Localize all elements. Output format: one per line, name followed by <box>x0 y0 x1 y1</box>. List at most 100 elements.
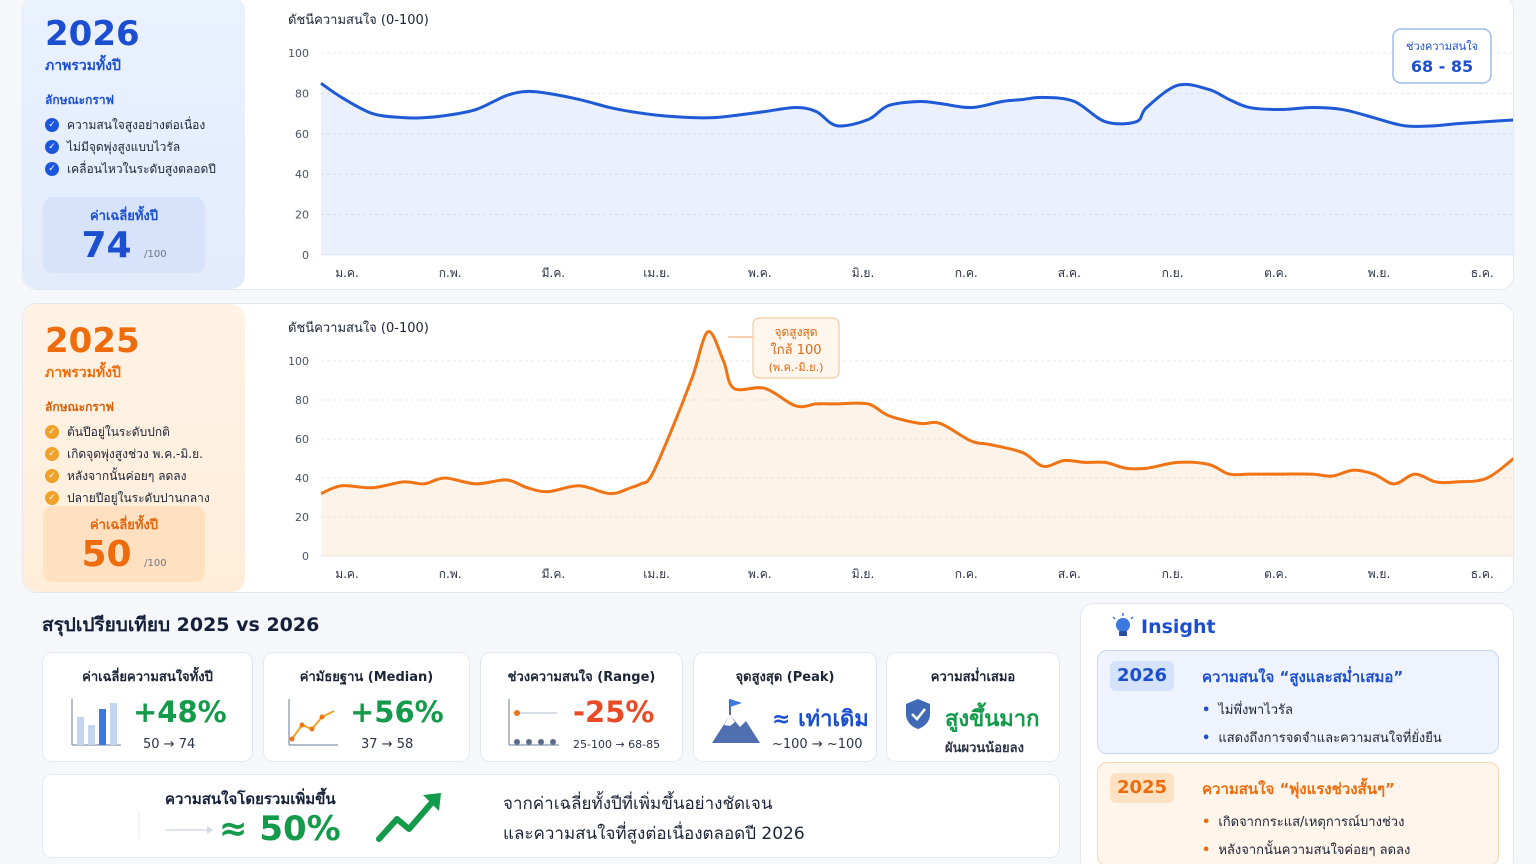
card-consistency-value: สูงขึ้นมาก <box>945 707 1040 732</box>
lightbulb-icon <box>1112 613 1134 636</box>
card-average-sub: 50 → 74 <box>143 737 196 752</box>
characteristic-item: ✓ เกิดจุดพุ่งสูงช่วง พ.ค.-มิ.ย. <box>45 443 245 465</box>
x-tick-label: ต.ค. <box>1264 567 1287 581</box>
x-tick-label: ม.ค. <box>335 567 359 581</box>
x-tick-label: ธ.ค. <box>1471 266 1494 280</box>
insight-card-2026: 2026 ความสนใจ “สูงและสม่ำเสมอ” • ไม่พึ่งพ… <box>1097 650 1499 754</box>
card-title: จุดสูงสุด (Peak) <box>735 670 835 685</box>
average-box-2026: ค่าเฉลี่ยทั้งปี 74 /100 <box>43 197 205 273</box>
insight-bullet: • แสดงถึงการจดจำและความสนใจที่ยั่งยืน <box>1202 731 1442 746</box>
insight-headline: ความสนใจ “สูงและสม่ำเสมอ” <box>1202 668 1404 686</box>
peak-annotation-text: จุดสูงสุด <box>774 325 817 340</box>
overall-desc-line: จากค่าเฉลี่ยทั้งปีที่เพิ่มขึ้นอย่างชัดเจ… <box>503 794 773 814</box>
x-tick-label: พ.ย. <box>1368 567 1391 581</box>
card-range: ช่วงความสนใจ (Range) -25% 25-100 → 68-85 <box>480 652 683 762</box>
x-tick-label: ก.พ. <box>439 567 462 581</box>
y-tick-label: 80 <box>295 394 309 407</box>
insight-panel: Insight 2026 ความสนใจ “สูงและสม่ำเสมอ” •… <box>1080 603 1514 864</box>
card-median-value: +56% <box>350 695 444 729</box>
y-tick-label: 0 <box>302 550 309 563</box>
chart-2026: ดัชนีความสนใจ (0-100) 0 20 40 60 80 100 ม.ค. ก.พ… <box>288 12 1513 280</box>
check-icon: ✓ <box>45 118 59 132</box>
x-tick-label: ก.ย. <box>1162 266 1184 280</box>
x-tick-label: ม.ค. <box>335 266 359 280</box>
average-denominator: /100 <box>144 558 167 569</box>
x-tick-label: เม.ย. <box>643 266 670 280</box>
average-box-2025: ค่าเฉลี่ยทั้งปี 50 /100 <box>43 506 205 582</box>
y-tick-label: 40 <box>295 168 309 181</box>
card-range-value: -25% <box>573 695 655 729</box>
peak-annotation-box <box>752 317 840 379</box>
y-tick-label: 60 <box>295 433 309 446</box>
overview-label: ภาพรวมทั้งปี <box>45 58 121 74</box>
y-tick-label: 80 <box>295 87 309 100</box>
series-area <box>321 83 1513 255</box>
y-tick-label: 100 <box>288 47 309 60</box>
card-peak-value: ≈ เท่าเดิม <box>772 707 869 732</box>
peak-annotation-text: (พ.ค.-มิ.ย.) <box>769 361 824 374</box>
x-tick-label: ก.พ. <box>439 266 462 280</box>
y-tick-label: 20 <box>295 209 309 222</box>
chart-2025: ดัชนีความสนใจ (0-100) 0 20 40 60 80 100 ม.ค. ก.พ… <box>288 317 1513 581</box>
characteristics-heading: ลักษณะกราฟ <box>45 400 115 414</box>
insight-bullet: • หลังจากนั้นความสนใจค่อยๆ ลดลง <box>1202 843 1411 858</box>
y-tick-label: 0 <box>302 249 309 262</box>
series-line <box>320 82 1513 128</box>
card-range-sub: 25-100 → 68-85 <box>573 738 661 751</box>
card-title: ความสม่ำเสมอ <box>930 670 1016 685</box>
insight-bullet: • ไม่พึ่งพาไวรัล <box>1202 703 1293 718</box>
insight-year-tag: 2026 <box>1110 661 1174 691</box>
characteristics-heading: ลักษณะกราฟ <box>45 93 115 107</box>
check-icon: ✓ <box>45 140 59 154</box>
check-icon: ✓ <box>45 447 59 461</box>
overall-summary-box: ความสนใจโดยรวมเพิ่มขึ้น ≈ 50% จากค่าเฉลี… <box>42 774 1060 858</box>
y-tick-label: 20 <box>295 511 309 524</box>
insight-headline: ความสนใจ “พุ่งแรงช่วงสั้นๆ” <box>1202 780 1395 798</box>
range-annotation-label: ช่วงความสนใจ <box>1406 40 1478 53</box>
check-icon: ✓ <box>45 469 59 483</box>
overall-label: ความสนใจโดยรวมเพิ่มขึ้น <box>165 790 336 808</box>
year-2026-title: 2026 <box>45 14 140 54</box>
summary-title: สรุปเปรียบเทียบ 2025 vs 2026 <box>42 614 320 636</box>
characteristic-item: ✓ ต้นปีอยู่ในระดับปกติ <box>45 421 245 443</box>
x-tick-label: ก.ค. <box>955 567 978 581</box>
x-tick-label: เม.ย. <box>643 567 670 581</box>
card-average: ค่าเฉลี่ยความสนใจทั้งปี +48% 50 → 74 <box>42 652 253 762</box>
card-median: ค่ามัธยฐาน (Median) +56% 37 → 58 <box>263 652 470 762</box>
line-trend-icon <box>288 699 338 746</box>
average-label: ค่าเฉลี่ยทั้งปี <box>89 518 159 533</box>
panel-2026: 2026 ภาพรวมทั้งปี ลักษณะกราฟ ✓ ความสนใจสู… <box>22 0 1514 290</box>
panel-2025: 2025 ภาพรวมทั้งปี ลักษณะกราฟ ✓ ต้นปีอยู่ใ… <box>22 303 1514 593</box>
x-tick-label: ส.ค. <box>1058 266 1081 280</box>
x-tick-label: พ.ค. <box>748 266 772 280</box>
x-tick-label: ต.ค. <box>1264 266 1287 280</box>
check-icon: ✓ <box>45 425 59 439</box>
overview-label: ภาพรวมทั้งปี <box>45 365 121 381</box>
y-tick-label: 100 <box>288 355 309 368</box>
y-axis-title: ดัชนีความสนใจ (0-100) <box>288 320 429 336</box>
card-median-sub: 37 → 58 <box>361 737 414 752</box>
average-denominator: /100 <box>144 249 167 260</box>
insight-bullet: • เกิดจากกระแส/เหตุการณ์บางช่วง <box>1202 815 1405 830</box>
characteristic-item: ✓ เคลื่อนไหวในระดับสูงตลอดปี <box>45 158 245 180</box>
y-tick-label: 40 <box>295 472 309 485</box>
check-icon: ✓ <box>45 162 59 176</box>
card-peak-sub: ~100 → ~100 <box>772 737 863 752</box>
range-annotation-value: 68 - 85 <box>1411 57 1473 76</box>
x-tick-label: มิ.ย. <box>852 567 875 581</box>
card-title: ค่ามัธยฐาน (Median) <box>299 670 434 685</box>
overall-value: ≈ 50% <box>219 809 341 849</box>
card-title: ช่วงความสนใจ (Range) <box>507 670 656 685</box>
card-title: ค่าเฉลี่ยความสนใจทั้งปี <box>82 670 213 685</box>
range-annotation-box <box>1392 28 1492 84</box>
x-tick-label: พ.ค. <box>748 567 772 581</box>
overall-desc-line: และความสนใจที่สูงต่อเนื่องตลอดปี 2026 <box>503 824 805 844</box>
y-tick-label: 60 <box>295 128 309 141</box>
average-value: 74 <box>81 225 132 266</box>
x-tick-label: มี.ค. <box>542 567 566 581</box>
check-icon: ✓ <box>45 491 59 505</box>
overview-2026: 2026 ภาพรวมทั้งปี ลักษณะกราฟ ✓ ความสนใจสู… <box>23 0 245 289</box>
shield-check-icon <box>906 699 930 729</box>
insight-title: Insight <box>1141 616 1216 638</box>
range-icon <box>508 699 559 746</box>
